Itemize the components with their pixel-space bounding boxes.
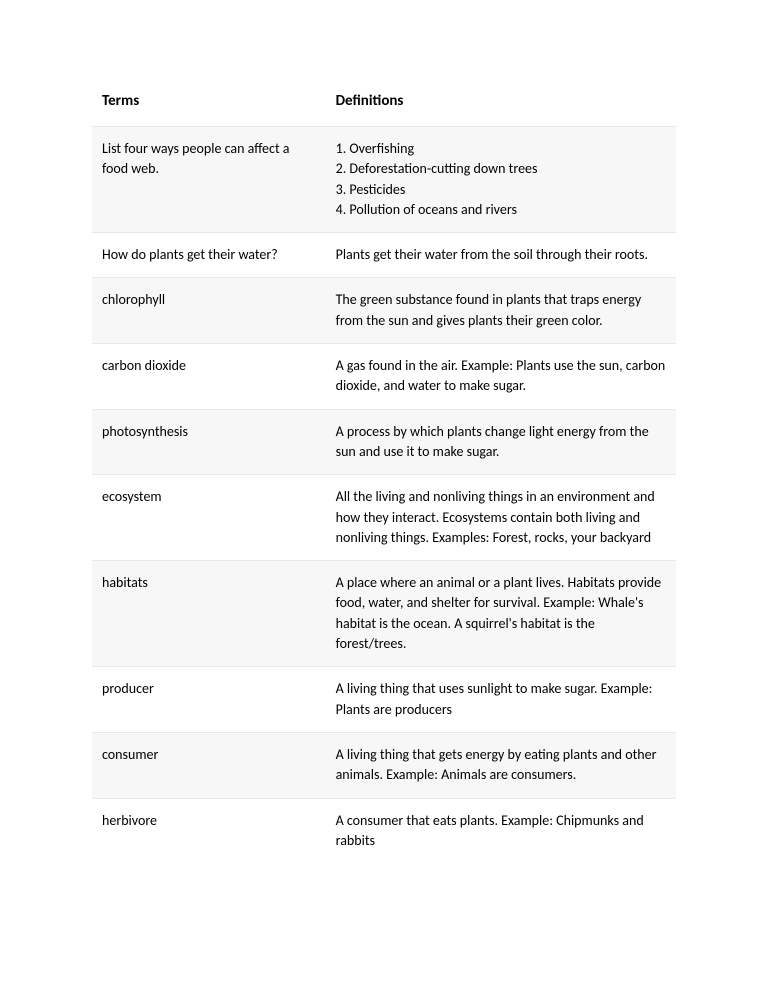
term-cell: herbivore xyxy=(92,798,326,863)
definition-cell: 1. Overfishing2. Deforestation-cutting d… xyxy=(326,127,676,233)
table-body: List four ways people can affect a food … xyxy=(92,127,676,864)
header-terms: Terms xyxy=(92,88,326,127)
definition-cell: A consumer that eats plants. Example: Ch… xyxy=(326,798,676,863)
term-cell: habitats xyxy=(92,561,326,667)
vocab-table: Terms Definitions List four ways people … xyxy=(92,88,676,863)
definition-line: 1. Overfishing xyxy=(336,139,666,159)
definition-line: 4. Pollution of oceans and rivers xyxy=(336,200,666,220)
definition-line: 3. Pesticides xyxy=(336,180,666,200)
definition-cell: A gas found in the air. Example: Plants … xyxy=(326,344,676,410)
table-row: How do plants get their water?Plants get… xyxy=(92,233,676,278)
term-cell: chlorophyll xyxy=(92,278,326,344)
table-row: herbivoreA consumer that eats plants. Ex… xyxy=(92,798,676,863)
table-row: List four ways people can affect a food … xyxy=(92,127,676,233)
definition-cell: All the living and nonliving things in a… xyxy=(326,475,676,561)
table-row: producerA living thing that uses sunligh… xyxy=(92,667,676,733)
table-row: habitatsA place where an animal or a pla… xyxy=(92,561,676,667)
header-row: Terms Definitions xyxy=(92,88,676,127)
definition-line: 2. Deforestation-cutting down trees xyxy=(336,159,666,179)
definition-cell: A process by which plants change light e… xyxy=(326,409,676,475)
document-page: Terms Definitions List four ways people … xyxy=(0,0,768,923)
definition-cell: Plants get their water from the soil thr… xyxy=(326,233,676,278)
term-cell: How do plants get their water? xyxy=(92,233,326,278)
definition-cell: A living thing that gets energy by eatin… xyxy=(326,732,676,798)
term-cell: carbon dioxide xyxy=(92,344,326,410)
header-definitions: Definitions xyxy=(326,88,676,127)
term-cell: List four ways people can affect a food … xyxy=(92,127,326,233)
term-cell: photosynthesis xyxy=(92,409,326,475)
table-row: photosynthesisA process by which plants … xyxy=(92,409,676,475)
table-row: carbon dioxideA gas found in the air. Ex… xyxy=(92,344,676,410)
term-cell: consumer xyxy=(92,732,326,798)
definition-cell: The green substance found in plants that… xyxy=(326,278,676,344)
term-cell: ecosystem xyxy=(92,475,326,561)
definition-cell: A place where an animal or a plant lives… xyxy=(326,561,676,667)
term-cell: producer xyxy=(92,667,326,733)
table-row: consumerA living thing that gets energy … xyxy=(92,732,676,798)
table-row: chlorophyllThe green substance found in … xyxy=(92,278,676,344)
definition-cell: A living thing that uses sunlight to mak… xyxy=(326,667,676,733)
table-row: ecosystemAll the living and nonliving th… xyxy=(92,475,676,561)
